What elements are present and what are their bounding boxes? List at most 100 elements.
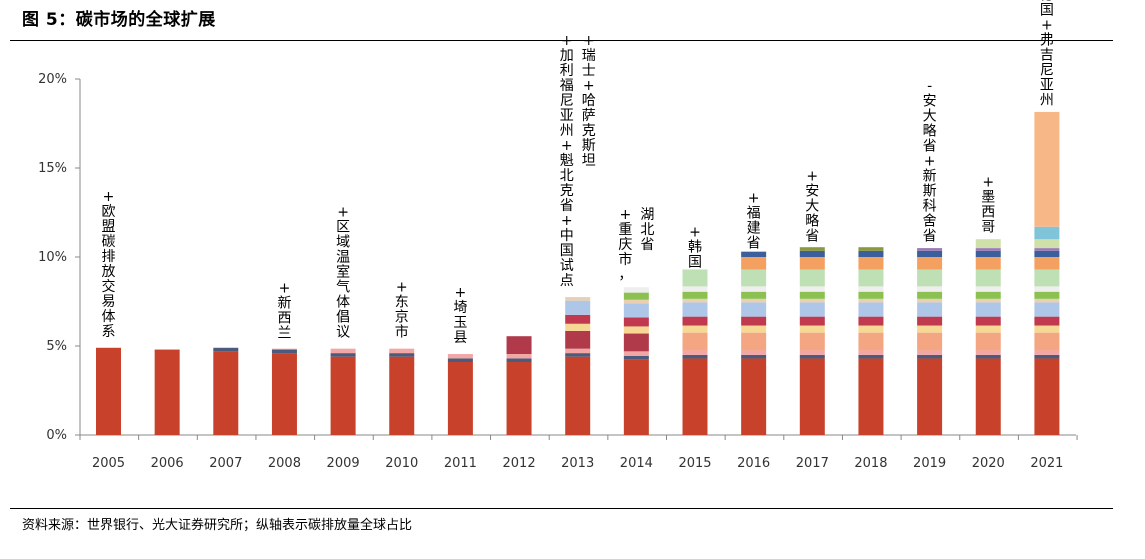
- bar-segment: [1034, 354, 1060, 359]
- bar-segment: [858, 298, 884, 303]
- annotation-label: +安大略省: [805, 169, 819, 245]
- bar-segment: [975, 325, 1001, 333]
- bar-segment: [330, 353, 356, 357]
- x-tick-label: 2010: [385, 456, 418, 471]
- annotation-label: +中国+德国+弗吉尼亚州: [1040, 0, 1054, 108]
- y-tick-label: 20%: [38, 72, 67, 87]
- bar-segment: [858, 316, 884, 326]
- bar-segment: [799, 350, 825, 355]
- bar-segment: [917, 354, 943, 359]
- bar-segment: [741, 291, 767, 299]
- bar-segment: [917, 257, 943, 270]
- annotation-label: +福建省: [747, 191, 761, 252]
- bar-segment: [1034, 358, 1060, 435]
- annotation-label: +东京市: [395, 280, 409, 341]
- bar-segment: [565, 348, 591, 354]
- x-tick-label: 2015: [678, 456, 711, 471]
- x-tick-label: 2019: [913, 456, 946, 471]
- bar-segment: [799, 291, 825, 299]
- bar-segment: [741, 354, 767, 359]
- bar-segment: [96, 347, 121, 435]
- bar-segment: [858, 257, 884, 270]
- y-tick-label: 10%: [38, 250, 67, 265]
- bar-segment: [447, 362, 473, 435]
- bar-segment: [271, 353, 297, 435]
- bar-segment: [917, 298, 943, 303]
- bar-segment: [741, 269, 767, 287]
- bar-segment: [389, 348, 415, 354]
- bar-segment: [975, 358, 1001, 435]
- bar-segment: [799, 247, 825, 251]
- y-tick-label: 5%: [46, 339, 67, 354]
- bar-segment: [799, 332, 825, 351]
- bar-segment: [271, 348, 297, 350]
- bar-segment: [506, 362, 532, 435]
- bar-segment: [330, 356, 356, 435]
- bar-segment: [623, 287, 649, 293]
- bar-segment: [741, 286, 767, 292]
- bar-segment: [623, 317, 649, 327]
- bar-segment: [799, 250, 825, 257]
- x-tick-label: 2009: [327, 456, 360, 471]
- bar-segment: [623, 299, 649, 304]
- bar-segment: [1034, 257, 1060, 270]
- annotation-label: +加利福尼亚州+魁北克省+中国试点: [560, 33, 574, 289]
- bar-segment: [858, 269, 884, 287]
- bar-segment: [917, 269, 943, 287]
- source-note: 资料来源：世界银行、光大证券研究所；纵轴表示碳排放量全球占比: [22, 518, 413, 533]
- bar-segment: [682, 291, 708, 299]
- bar-segment: [799, 286, 825, 292]
- bar-segment: [1034, 286, 1060, 292]
- bar-segment: [975, 332, 1001, 351]
- bar-segment: [682, 325, 708, 333]
- bar-segment: [858, 247, 884, 251]
- bar-segment: [975, 354, 1001, 359]
- bar-segment: [506, 354, 532, 359]
- x-tick-label: 2021: [1030, 456, 1063, 471]
- annotation-label: 湖北省: [640, 207, 654, 253]
- bar-segment: [741, 302, 767, 317]
- annotation-label: +新西兰: [277, 281, 291, 342]
- bar-segment: [917, 358, 943, 435]
- bar-segment: [565, 314, 591, 324]
- bar-segment: [682, 286, 708, 292]
- annotation-label: +埼玉县: [453, 285, 467, 346]
- bar-segment: [858, 332, 884, 351]
- bar-segment: [623, 292, 649, 300]
- bar-segment: [1034, 291, 1060, 299]
- bar-segment: [682, 302, 708, 317]
- bar-segment: [1034, 350, 1060, 355]
- bar-segment: [858, 350, 884, 355]
- top-rule: [10, 40, 1113, 41]
- bar-segment: [858, 250, 884, 257]
- bar-segment: [330, 348, 356, 354]
- bar-segment: [741, 350, 767, 355]
- bar-segment: [975, 302, 1001, 317]
- bar-segment: [213, 351, 239, 435]
- bar-segment: [389, 356, 415, 435]
- bar-segment: [1034, 269, 1060, 287]
- bar-segment: [154, 349, 180, 435]
- bar-segment: [1034, 250, 1060, 257]
- bar-segment: [682, 332, 708, 351]
- bar-segment: [682, 316, 708, 326]
- annotation-label: +瑞士+哈萨克斯坦: [582, 33, 596, 169]
- bar-segment: [975, 269, 1001, 287]
- bar-segment: [917, 350, 943, 355]
- bar-segment: [565, 356, 591, 435]
- bar-segment: [799, 316, 825, 326]
- bar-segment: [917, 250, 943, 257]
- bar-segment: [389, 353, 415, 357]
- bar-segment: [565, 353, 591, 357]
- bar-segment: [1034, 302, 1060, 317]
- bar-segment: [447, 358, 473, 363]
- annotation-label: +韩国: [688, 224, 702, 270]
- x-tick-label: 2018: [854, 456, 887, 471]
- bar-segment: [975, 350, 1001, 355]
- bar-segment: [213, 347, 239, 352]
- x-tick-label: 2016: [737, 456, 770, 471]
- bar-segment: [975, 298, 1001, 303]
- annotation-label: +重庆市，: [618, 207, 632, 283]
- bar-segment: [682, 350, 708, 355]
- bar-segment: [917, 291, 943, 299]
